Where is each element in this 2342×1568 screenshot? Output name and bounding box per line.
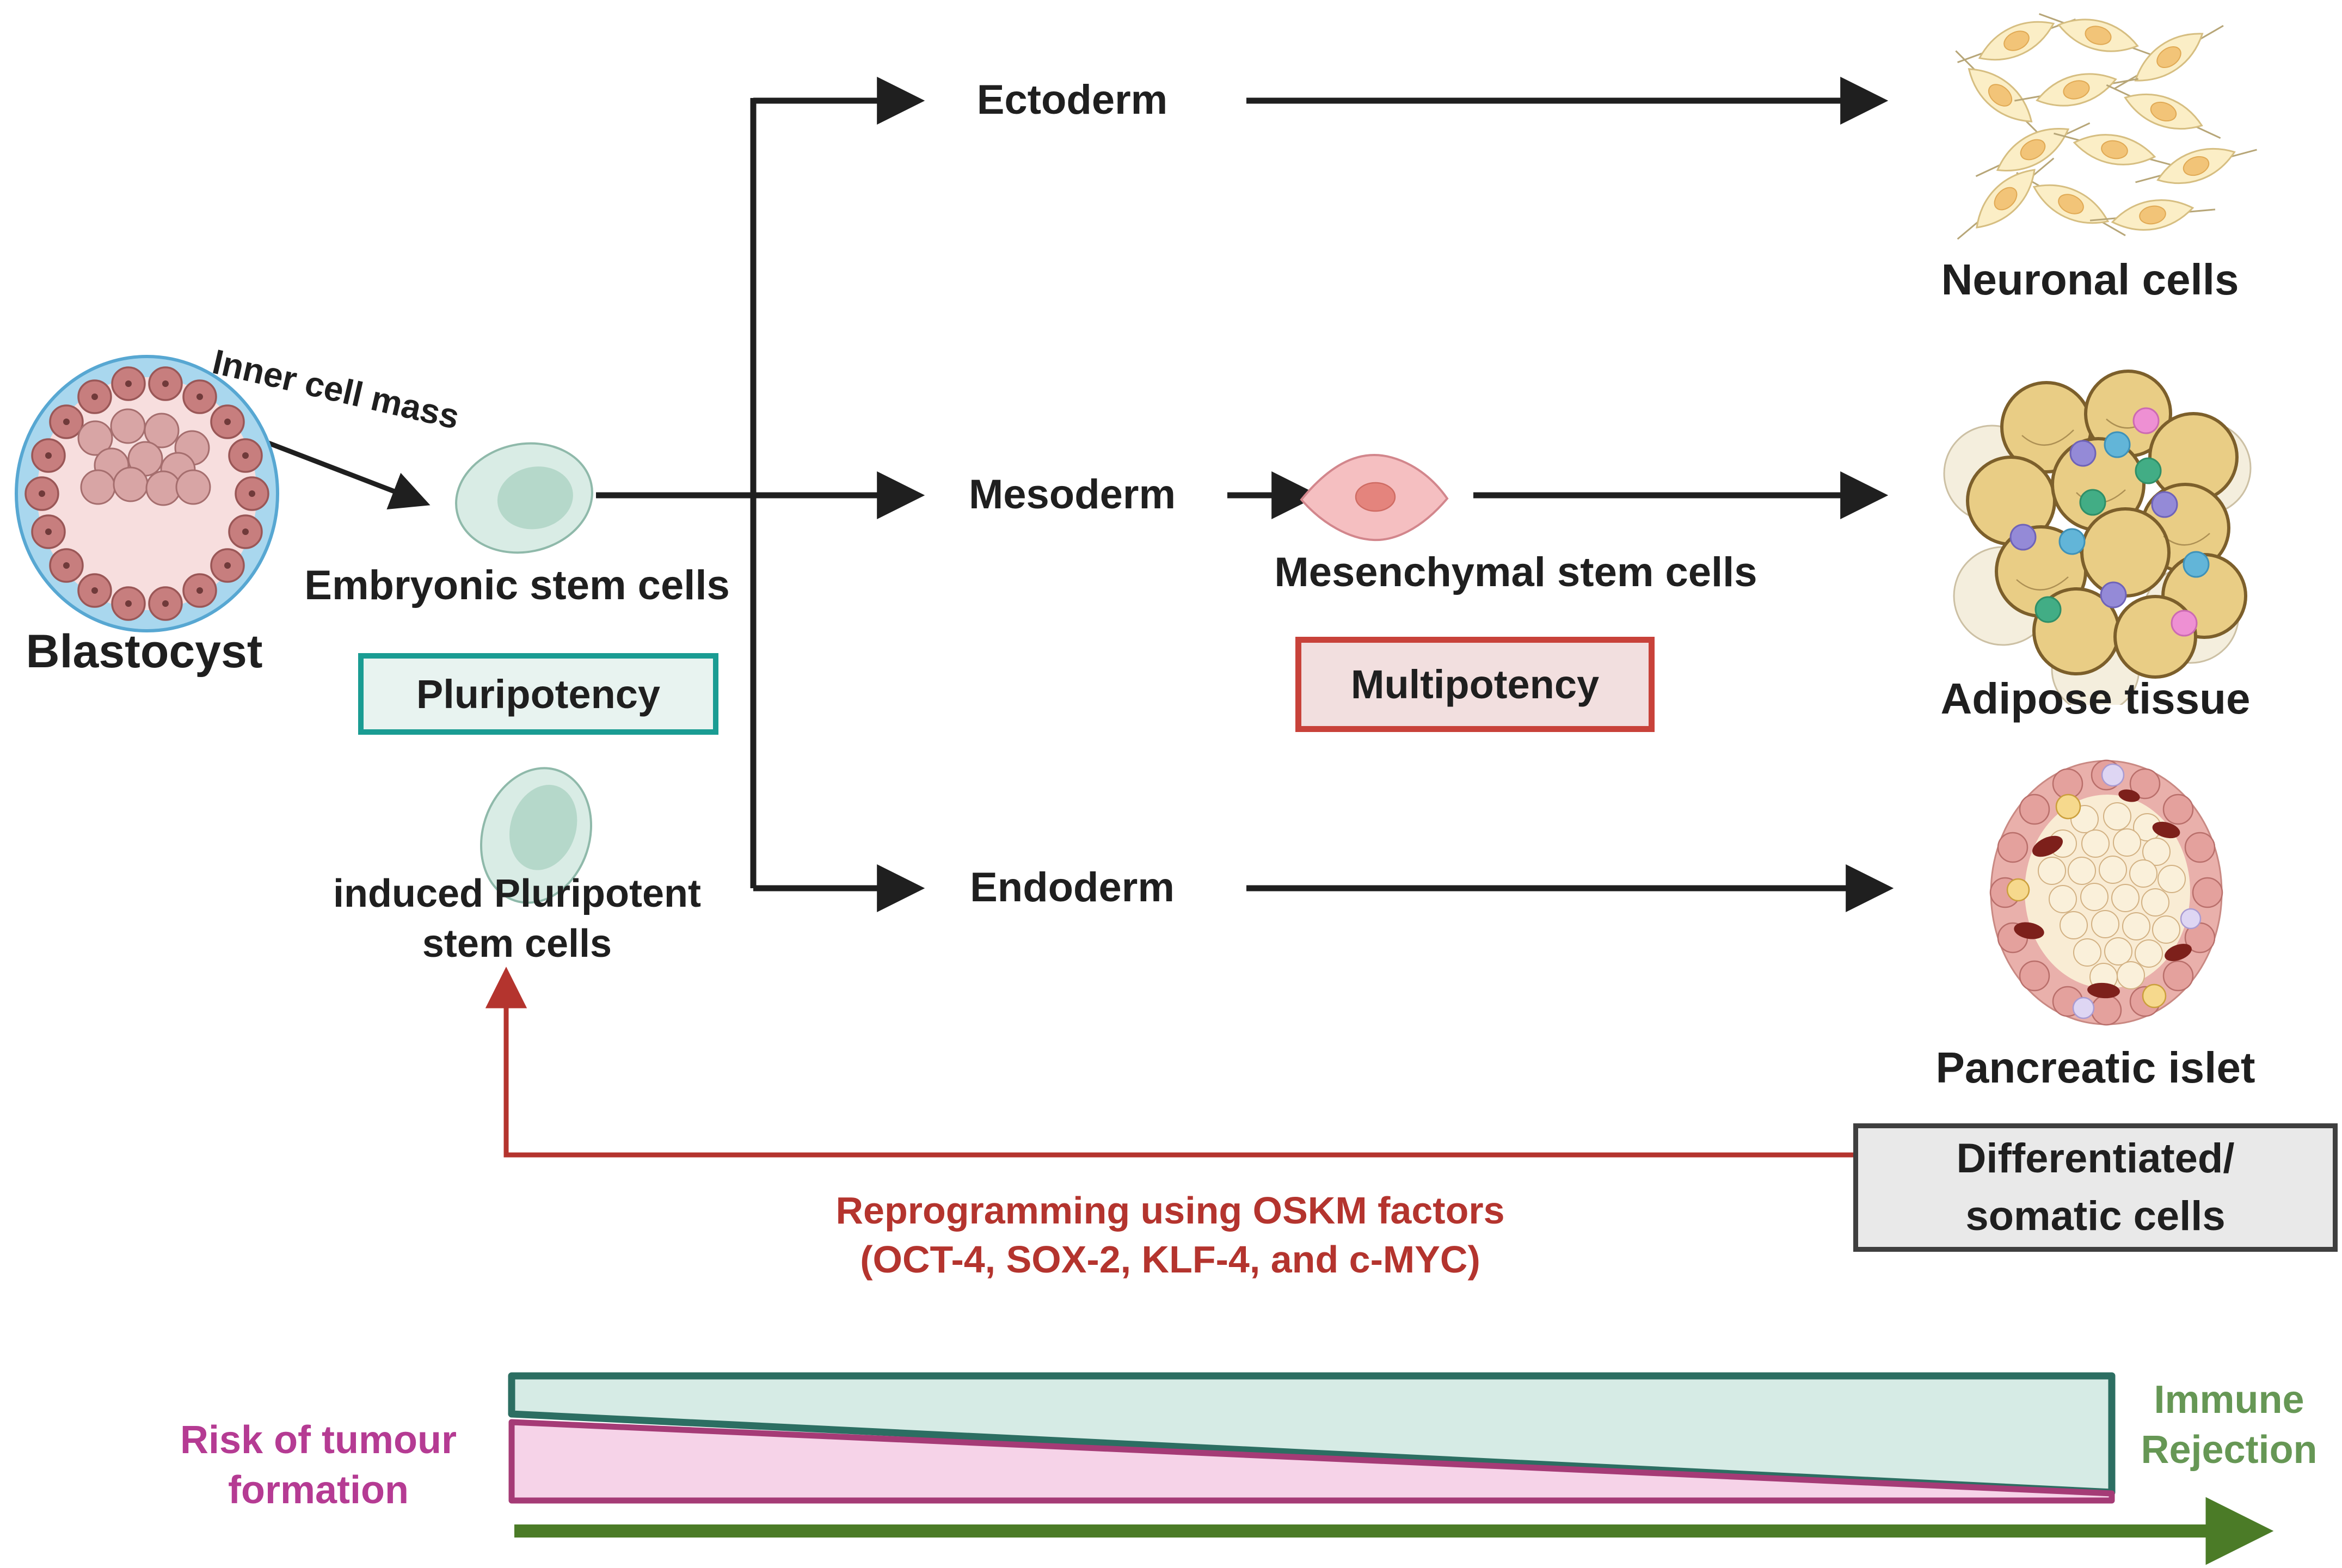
induced-pluripotent-stem-cells-label: induced Pluripotent stem cells	[234, 869, 800, 969]
pluripotency-label: Pluripotency	[416, 671, 661, 717]
immune-label-line2: Rejection	[2141, 1428, 2318, 1472]
neuronal-cells-illustration	[1955, 13, 2257, 240]
risk-label-line2: formation	[228, 1468, 409, 1512]
adipose-tissue-illustration	[1943, 370, 2252, 705]
reprogramming-label-line2: (OCT-4, SOX-2, KLF-4, and c-MYC)	[860, 1238, 1480, 1281]
risk-of-tumour-formation-label: Risk of tumour formation	[98, 1415, 539, 1515]
ipsc-label-line2: stem cells	[422, 922, 612, 966]
embryonic-stem-cell-illustration	[455, 442, 593, 554]
risk-label-line1: Risk of tumour	[180, 1418, 457, 1462]
trophoblast-nuclei	[39, 380, 255, 607]
neuronal-cells-label: Neuronal cells	[1941, 255, 2239, 304]
immune-label-line1: Immune	[2154, 1378, 2304, 1422]
reprogramming-label-line1: Reprogramming using OSKM factors	[835, 1189, 1505, 1232]
multipotency-box: Multipotency	[1295, 637, 1655, 732]
pluripotency-box: Pluripotency	[358, 653, 718, 735]
induced-pluripotent-stem-cell-illustration	[480, 767, 593, 904]
somatic-label-line1: Differentiated/	[1956, 1135, 2235, 1182]
islet-accessory-cells	[2006, 763, 2202, 1019]
embryonic-stem-cells-label: Embryonic stem cells	[304, 562, 730, 608]
immune-rejection-label: Immune Rejection	[2116, 1375, 2342, 1475]
blastocyst-illustration	[15, 355, 279, 632]
pancreatic-islet-label: Pancreatic islet	[1935, 1043, 2255, 1092]
blastocyst-label: Blastocyst	[26, 625, 263, 678]
pancreatic-islet-illustration	[1989, 759, 2223, 1026]
somatic-label-line2: somatic cells	[1965, 1193, 2226, 1239]
ipsc-label-line1: induced Pluripotent	[333, 872, 701, 915]
islet-inner-cells	[2038, 802, 2186, 991]
ectoderm-label: Ectoderm	[976, 77, 1168, 123]
inner-cell-mass-cluster	[77, 408, 211, 506]
neuron-spindles	[1955, 13, 2257, 240]
adipose-tissue-label: Adipose tissue	[1940, 674, 2251, 723]
tumour-risk-wedge	[508, 1419, 2115, 1504]
mesenchymal-stem-cells-label: Mesenchymal stem cells	[1274, 549, 1757, 595]
mesenchymal-stem-cell-illustration	[1300, 453, 1449, 542]
islet-capillaries	[2014, 789, 2192, 999]
endoderm-label: Endoderm	[970, 864, 1175, 911]
differentiated-somatic-cells-box: Differentiated/ somatic cells	[1853, 1123, 2338, 1252]
reprogramming-oskm-label: Reprogramming using OSKM factors (OCT-4,…	[680, 1186, 1660, 1284]
adipocytes	[1966, 370, 2247, 679]
multipotency-label: Multipotency	[1350, 662, 1600, 707]
reprogramming-arrow	[485, 967, 1853, 1158]
differentiated-somatic-cells-label: Differentiated/ somatic cells	[1957, 1130, 2235, 1245]
stromal-cells	[2009, 407, 2210, 637]
mesoderm-label: Mesoderm	[968, 471, 1176, 518]
